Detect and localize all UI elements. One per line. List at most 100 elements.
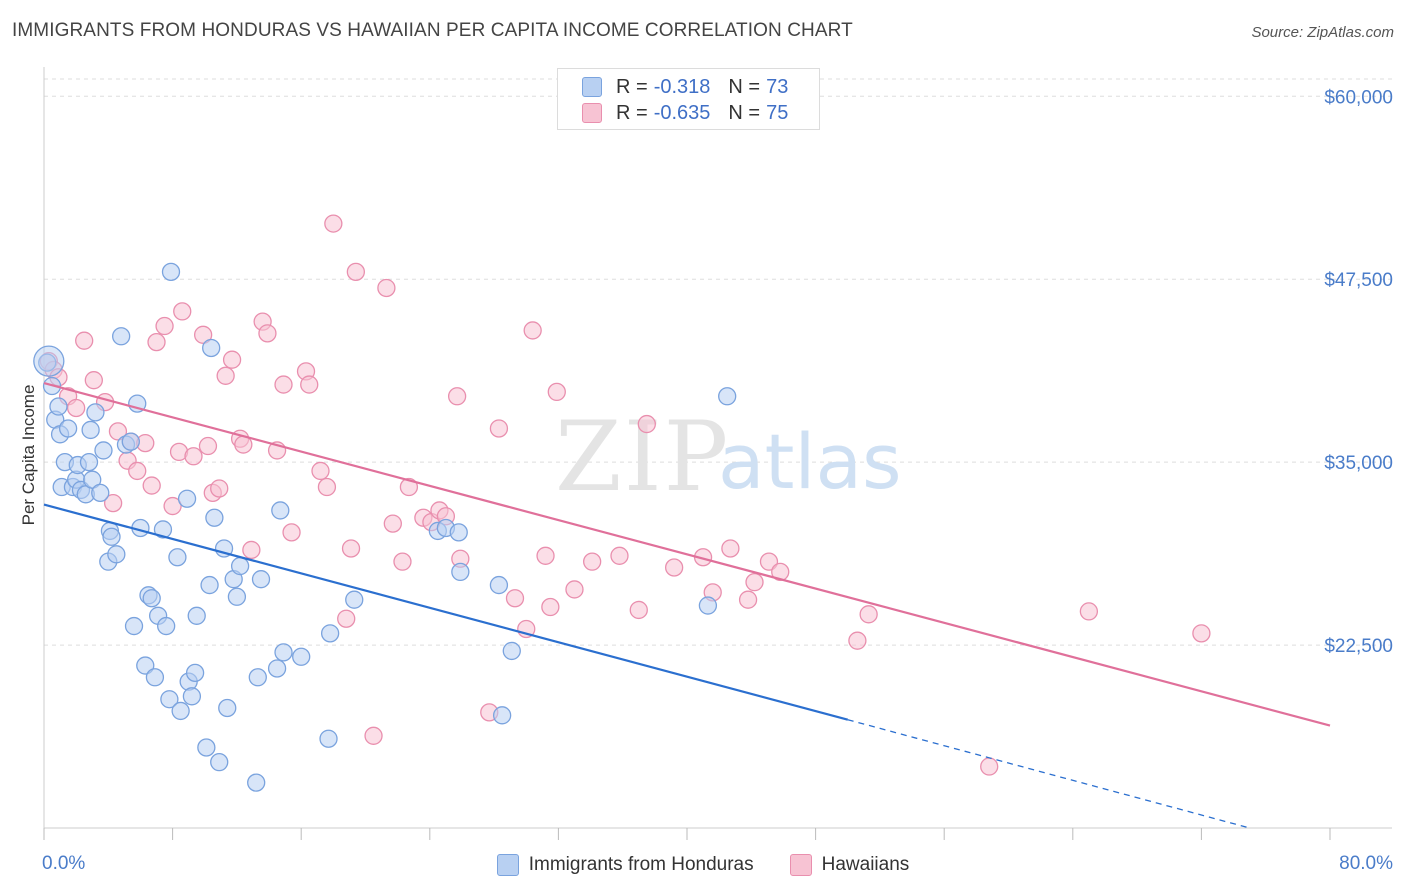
honduras-point	[102, 527, 121, 546]
honduras-point	[210, 752, 229, 772]
honduras-point	[79, 452, 99, 472]
honduras-point	[58, 419, 78, 438]
hawaiians-point	[341, 539, 361, 558]
stats-legend: R = -0.318 N = 73 R = -0.635 N = 75	[557, 68, 820, 130]
legend-r-label: R =	[616, 101, 648, 124]
honduras-point	[94, 441, 113, 460]
hawaiians-point	[222, 350, 242, 369]
honduras-point	[218, 698, 237, 718]
legend-row-honduras: R = -0.318 N = 73	[582, 75, 806, 99]
hawaiians-point	[1192, 624, 1211, 643]
honduras-point	[248, 668, 267, 687]
series-swatch-hawaiians	[789, 854, 812, 876]
hawaiians-point	[242, 540, 261, 560]
hawaiians-point	[399, 477, 419, 497]
hawaiians-point	[759, 552, 779, 571]
hawaiians-point	[216, 366, 235, 385]
honduras-point	[489, 575, 509, 595]
hawaiians-point	[311, 461, 330, 481]
honduras-point	[168, 548, 187, 567]
hawaiians-point	[184, 447, 203, 466]
hawaiians-point	[505, 589, 525, 608]
hawaiians-point	[610, 546, 629, 565]
hawaiians-point	[393, 552, 412, 571]
chart-title: IMMIGRANTS FROM HONDURAS VS HAWAIIAN PER…	[12, 20, 853, 41]
honduras-point	[230, 556, 250, 576]
series-legend-hawaiians[interactable]: Hawaiians	[789, 854, 910, 876]
honduras-point	[121, 432, 140, 451]
hawaiians-point	[258, 324, 277, 343]
hawaiians-point	[547, 382, 566, 402]
legend-swatch-hawaiians	[582, 103, 602, 123]
honduras-point	[107, 545, 126, 564]
hawaiians-point	[859, 605, 878, 624]
honduras-point	[698, 596, 718, 615]
hawaiians-point	[282, 523, 301, 542]
hawaiians-point	[848, 631, 867, 650]
hawaiians-trend-line	[43, 382, 1331, 727]
honduras-point	[83, 470, 102, 489]
y-tick-label: $60,000	[1324, 87, 1393, 108]
hawaiians-point	[771, 562, 790, 582]
hawaiians-point	[664, 558, 684, 577]
series-label-hawaiians: Hawaiians	[821, 854, 910, 875]
series-label-honduras: Immigrants from Honduras	[528, 854, 754, 875]
honduras-point	[451, 562, 470, 582]
honduras-point	[449, 523, 468, 542]
hawaiians-point	[523, 321, 542, 340]
hawaiians-point	[155, 316, 174, 336]
hawaiians-point	[193, 325, 213, 344]
honduras-point	[112, 327, 131, 346]
honduras-point	[49, 397, 68, 416]
honduras-point	[292, 647, 311, 666]
honduras-point	[502, 641, 521, 661]
honduras-point	[33, 345, 65, 377]
hawaiians-point	[84, 371, 103, 390]
hawaiians-point	[163, 496, 182, 516]
hawaiians-point	[364, 726, 383, 745]
honduras-point	[182, 687, 202, 706]
legend-swatch-honduras	[582, 77, 602, 97]
honduras-point	[124, 616, 144, 636]
hawaiians-point	[377, 278, 396, 298]
hawaiians-point	[75, 331, 94, 350]
honduras-point	[153, 520, 173, 539]
honduras-point	[161, 262, 181, 282]
honduras-point	[251, 570, 271, 589]
honduras-point	[91, 483, 110, 503]
honduras-point	[197, 738, 216, 757]
hawaiians-point	[346, 262, 366, 282]
honduras-point	[142, 589, 161, 608]
series-legend-honduras[interactable]: Immigrants from Honduras	[496, 854, 754, 876]
legend-r-label: R =	[616, 75, 648, 98]
chart-source: Source: ZipAtlas.com	[1251, 24, 1394, 41]
watermark: ZIP atlas	[555, 401, 902, 513]
honduras-point	[492, 706, 512, 725]
hawaiians-point	[198, 436, 218, 456]
hawaiians-point	[128, 461, 147, 481]
hawaiians-point	[721, 539, 740, 558]
hawaiians-point	[173, 302, 192, 321]
honduras-point	[86, 403, 105, 422]
hawaiians-point	[103, 493, 123, 513]
honduras-point	[267, 659, 287, 678]
hawaiians-point	[300, 375, 319, 394]
hawaiians-point	[108, 422, 128, 441]
legend-n-label: N =	[728, 75, 761, 98]
hawaiians-point	[583, 552, 602, 571]
honduras-point	[274, 643, 293, 662]
series-swatch-honduras	[496, 854, 519, 876]
hawaiians-point	[637, 414, 656, 434]
hawaiians-point	[317, 477, 337, 497]
honduras-point	[320, 624, 340, 643]
hawaiians-point	[980, 757, 999, 776]
trend-lines	[43, 382, 1331, 829]
hawaiians-point	[383, 514, 402, 533]
hawaiians-point	[541, 597, 560, 617]
hawaiians-point	[274, 375, 293, 394]
legend-r-value: -0.318	[653, 75, 711, 98]
honduras-point	[157, 616, 176, 636]
legend-row-hawaiians: R = -0.635 N = 75	[582, 101, 806, 125]
honduras-point	[205, 508, 224, 527]
